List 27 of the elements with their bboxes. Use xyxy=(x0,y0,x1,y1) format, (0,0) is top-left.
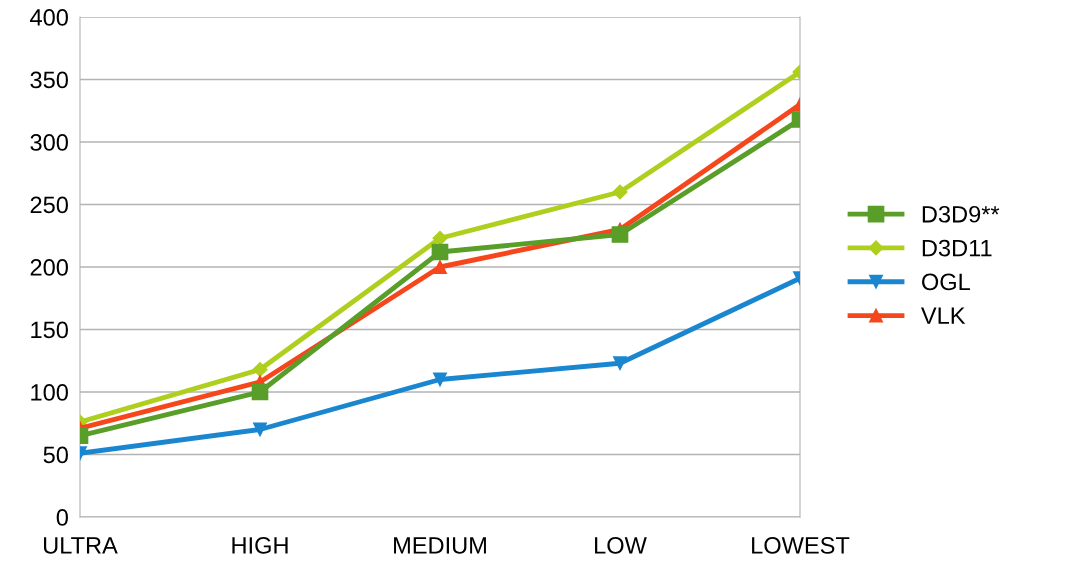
y-tick-label: 0 xyxy=(56,509,68,526)
x-tick-label: HIGH xyxy=(232,537,288,554)
x-tick-label: LOW xyxy=(595,537,647,554)
y-tick-label: 200 xyxy=(30,259,68,276)
legend-label: D3D11 xyxy=(922,239,992,257)
legend-label: D3D9** xyxy=(922,205,1000,223)
point xyxy=(613,356,627,371)
y-tick-label: 300 xyxy=(30,134,68,151)
y-tick-label: 250 xyxy=(30,196,68,214)
y-tick-label: 50 xyxy=(43,446,68,464)
point xyxy=(611,226,629,243)
point xyxy=(432,230,448,246)
legend-label: OGL xyxy=(922,273,970,291)
y-tick-label: 350 xyxy=(30,71,68,89)
point xyxy=(252,361,268,378)
x-tick-label: MEDIUM xyxy=(394,537,486,554)
y-tick-label: 100 xyxy=(31,384,68,401)
x-tick-label: LOWEST xyxy=(752,537,850,554)
point xyxy=(253,422,267,437)
point xyxy=(251,383,269,401)
point xyxy=(612,184,628,200)
legend-label: VLK xyxy=(920,307,966,324)
point xyxy=(431,243,449,261)
x-tick-label: ULTRA xyxy=(43,537,118,554)
point xyxy=(433,372,447,387)
y-tick-label: 400 xyxy=(30,9,68,26)
y-tick-label: 150 xyxy=(31,321,68,339)
